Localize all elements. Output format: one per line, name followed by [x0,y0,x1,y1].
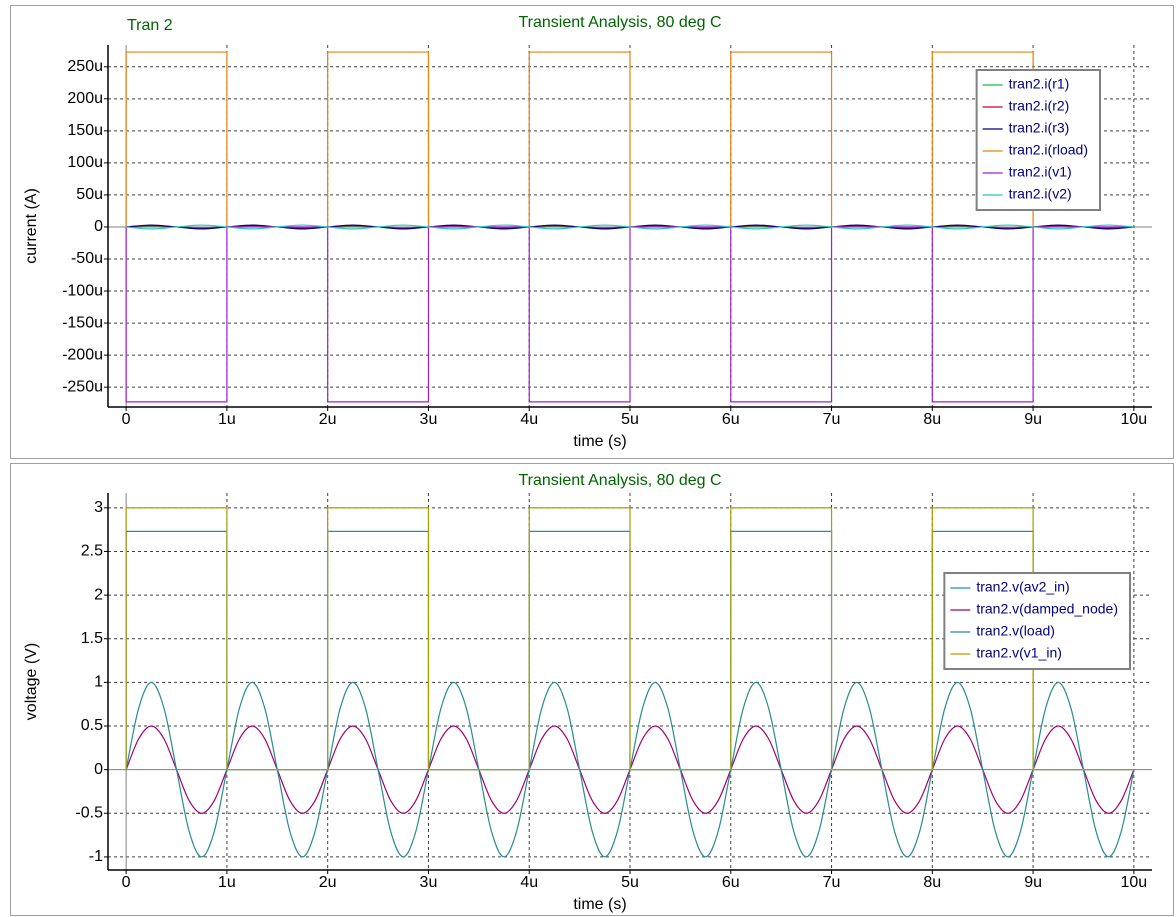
series-line [125,507,1134,771]
y-tick-label: -200u [62,346,103,363]
x-tick-label: 4u [520,411,538,428]
legend: tran2.v(av2_in) tran2.v(damped_node) tran2… [943,572,1131,670]
y-tick-label: 0 [94,761,103,778]
legend-label: tran2.i(r2) [1009,98,1070,114]
panel-label: Tran 2 [127,17,173,34]
x-tick-label: 6u [722,874,740,891]
legend: tran2.i(r1) tran2.i(r2) tran2.i(r3) tran2.i… [975,69,1101,211]
y-tick-label: 250u [67,58,103,75]
x-tick-label: 5u [621,411,639,428]
x-tick-label: 2u [319,874,337,891]
series-line [125,226,1134,403]
legend-label: tran2.v(av2_in) [976,579,1069,595]
y-tick-label: 0 [94,218,103,235]
x-tick-label: 8u [923,874,941,891]
plot-area: Transient Analysis, 80 deg C time (s) volt… [23,472,1152,913]
chart-title: Transient Analysis, 80 deg C [518,472,721,489]
y-tick-label: -0.5 [75,804,103,821]
y-tick-label: 1 [94,674,103,691]
legend-label: tran2.v(damped_node) [976,601,1118,617]
y-tick-label: 3 [94,499,103,516]
x-tick-label: 3u [420,874,438,891]
y-tick-label: 0.5 [81,717,103,734]
x-tick-label: 6u [722,411,740,428]
y-tick-label: 1.5 [81,630,103,647]
y-tick-label: 150u [67,122,103,139]
y-tick-label: -250u [62,378,103,395]
plot-area: Transient Analysis, 80 deg C Tran 2 time (… [23,14,1152,450]
y-tick-label: 200u [67,90,103,107]
y-tick-label: -50u [71,250,103,267]
legend-box [975,69,1101,211]
series-line [126,224,1134,230]
legend-label: tran2.i(rload) [1009,142,1088,158]
x-tick-label: 9u [1024,874,1042,891]
y-tick-label: 50u [76,186,103,203]
panel-frame [10,463,1174,916]
chart-title: Transient Analysis, 80 deg C [518,14,721,31]
legend-label: tran2.i(r1) [1009,76,1070,92]
x-tick-label: 1u [218,411,236,428]
y-tick-label: -1 [89,848,103,865]
x-tick-label: 7u [823,874,841,891]
x-tick-label: 0 [122,874,131,891]
x-axis-label: time (s) [573,896,626,913]
y-tick-label: 2 [94,586,103,603]
x-tick-label: 3u [420,411,438,428]
x-tick-label: 8u [923,411,941,428]
x-tick-label: 7u [823,411,841,428]
x-tick-label: 1u [218,874,236,891]
y-tick-label: -150u [62,314,103,331]
legend-label: tran2.i(v2) [1009,186,1072,202]
x-tick-label: 2u [319,411,337,428]
legend-label: tran2.i(v1) [1009,164,1072,180]
x-tick-label: 5u [621,874,639,891]
x-tick-label: 10u [1121,411,1148,428]
x-tick-label: 0 [122,411,131,428]
x-tick-label: 4u [520,874,538,891]
y-axis-label: voltage (V) [23,643,40,720]
legend-label: tran2.v(load) [976,623,1055,639]
x-tick-label: 10u [1121,874,1148,891]
legend-label: tran2.v(v1_in) [976,645,1062,661]
y-tick-label: -100u [62,282,103,299]
x-tick-label: 9u [1024,411,1042,428]
legend-label: tran2.i(r3) [1009,120,1070,136]
x-axis-label: time (s) [573,433,626,450]
y-tick-label: 2.5 [81,543,103,560]
y-tick-label: 100u [67,154,103,171]
y-axis-label: current (A) [23,188,40,264]
legend-box [943,572,1131,670]
